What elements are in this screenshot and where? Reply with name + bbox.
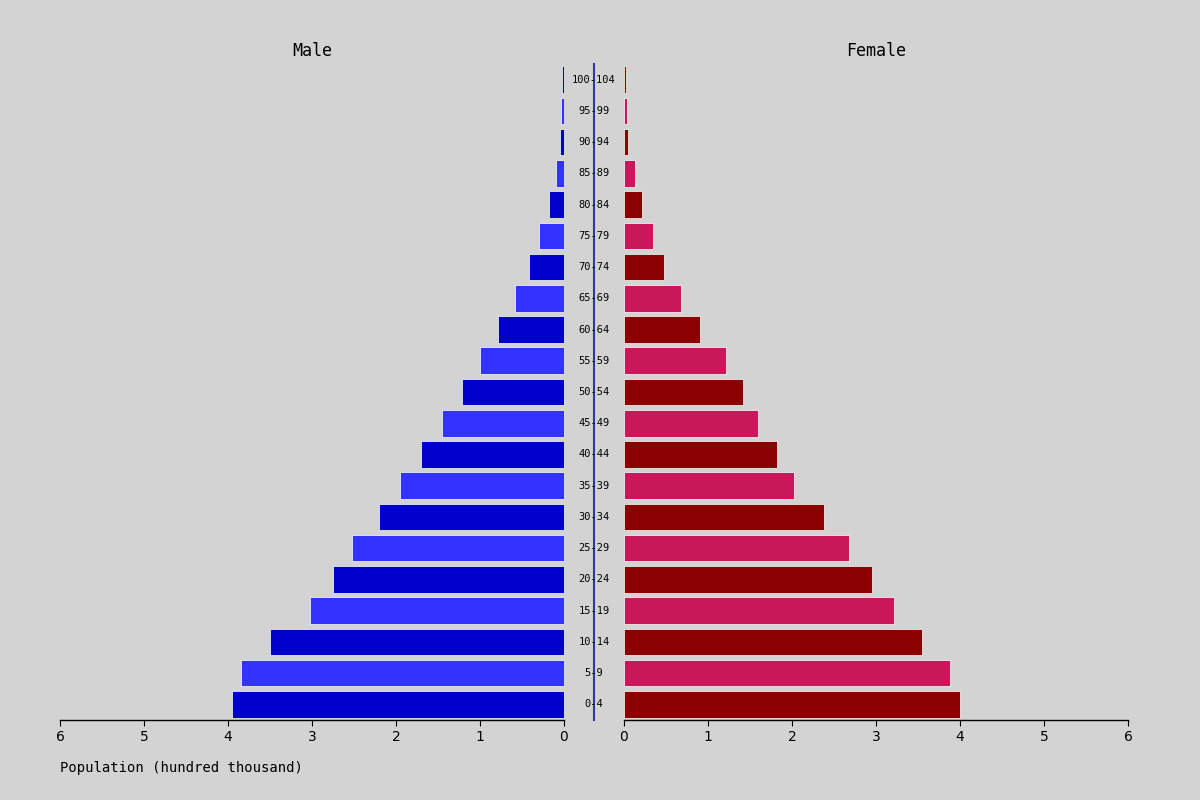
Bar [624,160,635,186]
Bar [624,598,894,624]
Text: 0-4: 0-4 [584,699,604,710]
Bar [421,441,564,468]
Bar [462,378,564,406]
Bar [624,660,950,686]
Bar [539,222,564,249]
Bar [480,347,564,374]
Bar [353,535,564,562]
Title: Male: Male [292,42,332,60]
Bar [624,566,871,593]
Bar [334,566,564,593]
Bar [624,473,793,499]
Bar [498,316,564,343]
Bar [624,691,960,718]
Bar [270,629,564,655]
Text: 40-44: 40-44 [578,450,610,459]
Bar [624,629,923,655]
Bar [624,316,700,343]
Text: 30-34: 30-34 [578,512,610,522]
Bar [401,473,564,499]
Bar [442,410,564,437]
Bar [240,660,564,686]
Text: 25-29: 25-29 [578,543,610,553]
Bar [515,285,564,311]
Bar [529,254,564,280]
Bar [624,254,665,280]
Title: Female: Female [846,42,906,60]
Bar [624,191,642,218]
Text: Population (hundred thousand): Population (hundred thousand) [60,761,302,775]
Text: 60-64: 60-64 [578,325,610,334]
Bar [624,66,625,93]
Text: 80-84: 80-84 [578,199,610,210]
Text: 5-9: 5-9 [584,668,604,678]
Bar [624,378,743,406]
Text: 85-89: 85-89 [578,168,610,178]
Text: 20-24: 20-24 [578,574,610,585]
Text: 45-49: 45-49 [578,418,610,428]
Text: 50-54: 50-54 [578,387,610,397]
Bar [559,129,564,155]
Bar [556,160,564,186]
Text: 90-94: 90-94 [578,137,610,147]
Bar [563,66,564,93]
Text: 10-14: 10-14 [578,637,610,647]
Text: 65-69: 65-69 [578,294,610,303]
Bar [624,98,626,124]
Bar [624,441,776,468]
Text: 15-19: 15-19 [578,606,610,616]
Text: 100-104: 100-104 [572,74,616,85]
Bar [624,222,653,249]
Text: 35-39: 35-39 [578,481,610,490]
Bar [560,98,564,124]
Bar [624,535,850,562]
Bar [548,191,564,218]
Text: 70-74: 70-74 [578,262,610,272]
Bar [624,410,758,437]
Text: 95-99: 95-99 [578,106,610,116]
Bar [624,285,682,311]
Bar [311,598,564,624]
Bar [379,504,564,530]
Bar [624,129,629,155]
Bar [624,347,726,374]
Bar [233,691,564,718]
Text: 55-59: 55-59 [578,356,610,366]
Text: 75-79: 75-79 [578,231,610,241]
Bar [624,504,824,530]
